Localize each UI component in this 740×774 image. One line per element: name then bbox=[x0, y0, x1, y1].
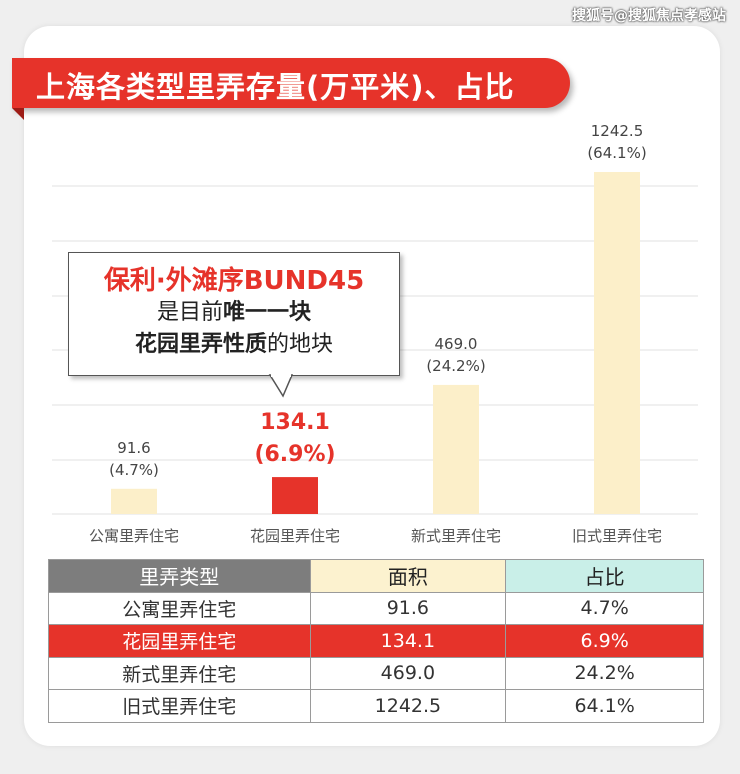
header-share: 占比 bbox=[505, 559, 704, 593]
category-label: 公寓里弄住宅 bbox=[89, 527, 179, 545]
bar bbox=[111, 488, 157, 514]
bar-value-label: 1242.5 bbox=[591, 122, 644, 140]
category-label: 花园里弄住宅 bbox=[250, 527, 340, 545]
cell-type: 公寓里弄住宅 bbox=[48, 591, 311, 625]
bar bbox=[433, 384, 479, 514]
title-banner: 上海各类型里弄存量(万平米)、占比 bbox=[12, 58, 570, 120]
cell-type: 新式里弄住宅 bbox=[48, 656, 311, 690]
data-table: 里弄类型 面积 占比 公寓里弄住宅 91.6 4.7% 花园里弄住宅 134.1… bbox=[48, 559, 704, 723]
table-row-highlight: 花园里弄住宅 134.1 6.9% bbox=[48, 624, 704, 658]
cell-type: 花园里弄住宅 bbox=[48, 624, 311, 658]
header-type: 里弄类型 bbox=[48, 559, 311, 593]
chart-title: 上海各类型里弄存量(万平米)、占比 bbox=[36, 70, 515, 104]
category-label: 新式里弄住宅 bbox=[411, 527, 501, 545]
bar bbox=[272, 477, 318, 514]
table-row: 公寓里弄住宅 91.6 4.7% bbox=[48, 591, 704, 625]
cell-share: 64.1% bbox=[505, 689, 704, 723]
callout-box: 保利·外滩序BUND45 是目前唯一一块 花园里弄性质的地块 bbox=[68, 252, 400, 376]
cell-share: 6.9% bbox=[505, 624, 704, 658]
bar-percent-label: (4.7%) bbox=[109, 461, 159, 479]
callout-line-3-bold: 花园里弄性质 bbox=[134, 332, 267, 357]
bar-percent-label: (24.2%) bbox=[426, 357, 485, 375]
bar-percent-label: (64.1%) bbox=[587, 144, 646, 162]
bar bbox=[594, 172, 640, 514]
cell-area: 134.1 bbox=[309, 624, 507, 658]
callout-line-2: 是目前唯一一块 bbox=[69, 297, 399, 329]
cell-share: 4.7% bbox=[505, 591, 704, 625]
bar-value-label: 91.6 bbox=[117, 439, 150, 457]
cell-share: 24.2% bbox=[505, 656, 704, 690]
bar-chart: 91.6 (4.7%) 公寓里弄住宅 134.1 (6.9%) 花园里弄住宅 469.0 (2… bbox=[52, 122, 698, 545]
callout-line-2-bold: 唯一一块 bbox=[223, 300, 312, 325]
table-header-row: 里弄类型 面积 占比 bbox=[48, 559, 704, 593]
watermark: 搜狐号@搜狐焦点孝感站 bbox=[572, 8, 726, 24]
bar-value-label: 469.0 bbox=[435, 335, 478, 353]
table-row: 新式里弄住宅 469.0 24.2% bbox=[48, 656, 704, 690]
cell-type: 旧式里弄住宅 bbox=[48, 689, 311, 723]
cell-area: 1242.5 bbox=[309, 689, 507, 723]
bar-percent-label: (6.9%) bbox=[254, 442, 335, 467]
table-row: 旧式里弄住宅 1242.5 64.1% bbox=[48, 689, 704, 723]
callout-line-3-post: 的地块 bbox=[267, 332, 334, 357]
header-area: 面积 bbox=[309, 559, 507, 593]
cell-area: 91.6 bbox=[309, 591, 507, 625]
category-label: 旧式里弄住宅 bbox=[572, 527, 662, 545]
callout-line-2-pre: 是目前 bbox=[156, 300, 223, 325]
callout-line-3: 花园里弄性质的地块 bbox=[69, 329, 399, 361]
callout-project-name: 保利·外滩序BUND45 bbox=[103, 266, 365, 296]
bar-value-label: 134.1 bbox=[260, 410, 330, 435]
cell-area: 469.0 bbox=[309, 656, 507, 690]
